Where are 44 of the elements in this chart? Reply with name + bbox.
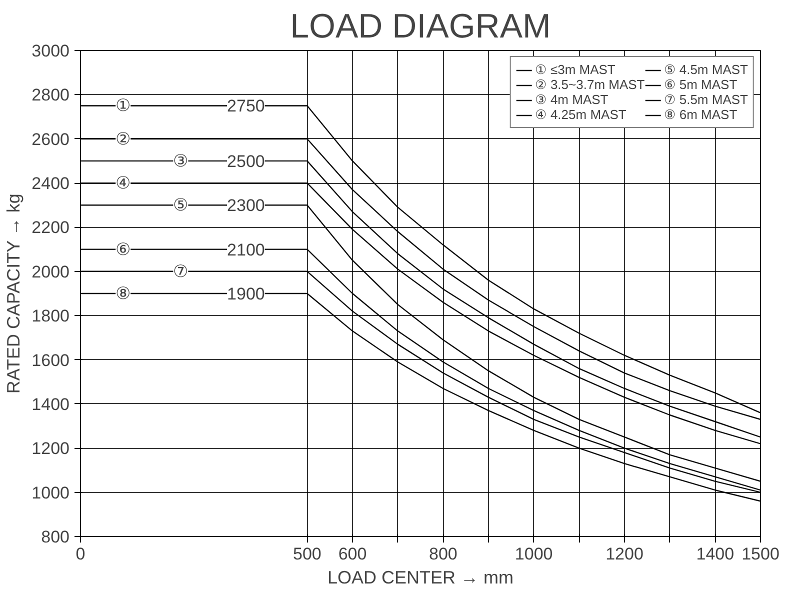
- y-tick-label: 800: [41, 528, 70, 546]
- annotation: ②: [116, 129, 131, 148]
- annotation: 2300: [227, 196, 265, 216]
- y-tick-label: 1800: [32, 306, 70, 326]
- annotation: ⑤: [173, 196, 188, 215]
- x-tick-label: 1500: [742, 544, 780, 564]
- y-tick-label: 2000: [32, 262, 70, 282]
- x-tick-label: 500: [292, 544, 322, 564]
- y-axis-title: RATED CAPACITY → kg: [4, 194, 24, 394]
- annotation: ⑦: [173, 262, 188, 281]
- chart-title: LOAD DIAGRAM: [290, 8, 551, 46]
- annotation: ⑥: [116, 240, 131, 259]
- y-tick-label: 2600: [32, 130, 70, 149]
- x-tick-label: 0: [76, 544, 86, 564]
- x-tick-label: 1200: [606, 544, 644, 564]
- annotation: ①: [116, 96, 131, 116]
- legend-label: ② 3.5~3.7m MAST: [534, 77, 645, 92]
- legend-label: ⑧ 6m MAST: [664, 107, 738, 122]
- annotation: 2100: [227, 240, 265, 260]
- y-tick-label: 2200: [32, 218, 70, 238]
- legend-label: ③ 4m MAST: [534, 92, 608, 107]
- y-tick-label: 1400: [32, 394, 70, 414]
- legend-label: ⑤ 4.5m MAST: [664, 62, 748, 77]
- legend-label: ① ≤3m MAST: [534, 62, 616, 77]
- annotation: ③: [173, 151, 188, 170]
- x-tick-label: 1400: [696, 544, 734, 564]
- y-tick-label: 2800: [32, 86, 70, 105]
- y-tick-label: 2400: [32, 174, 70, 194]
- annotation: 1900: [227, 284, 265, 304]
- y-tick-label: 1000: [32, 483, 70, 502]
- annotation: 2500: [227, 152, 265, 171]
- x-tick-label: 1000: [514, 544, 553, 564]
- annotation: ⑧: [116, 284, 131, 303]
- x-tick-label: 600: [338, 544, 367, 564]
- y-tick-label: 1600: [32, 350, 70, 370]
- y-tick-label: 1200: [32, 439, 70, 458]
- annotation: ④: [116, 174, 131, 193]
- annotation: 2750: [227, 96, 265, 116]
- x-axis-title: LOAD CENTER → mm: [327, 568, 514, 588]
- y-tick-label: 3000: [32, 42, 70, 60]
- x-tick-label: 800: [428, 544, 458, 564]
- legend-label: ⑦ 5.5m MAST: [664, 92, 748, 107]
- legend-label: ⑥ 5m MAST: [664, 77, 738, 92]
- legend-label: ④ 4.25m MAST: [534, 107, 626, 122]
